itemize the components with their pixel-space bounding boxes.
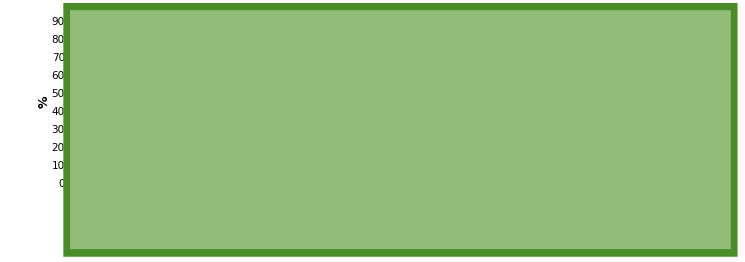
Text: 71,2: 71,2 bbox=[439, 64, 463, 74]
Text: 65,0: 65,0 bbox=[335, 75, 358, 85]
Bar bbox=[313, 66, 381, 183]
Bar bbox=[416, 55, 484, 183]
Bar bbox=[521, 66, 589, 183]
Text: 65,2: 65,2 bbox=[543, 75, 567, 85]
Bar bbox=[209, 53, 276, 183]
Text: 83,7: 83,7 bbox=[126, 41, 150, 51]
Text: 71,5: 71,5 bbox=[647, 63, 671, 73]
FancyBboxPatch shape bbox=[70, 10, 731, 249]
FancyBboxPatch shape bbox=[63, 3, 738, 257]
Bar bbox=[104, 32, 172, 183]
Y-axis label: %: % bbox=[37, 96, 50, 108]
Text: 72,5: 72,5 bbox=[230, 62, 254, 72]
Bar bbox=[625, 54, 693, 183]
